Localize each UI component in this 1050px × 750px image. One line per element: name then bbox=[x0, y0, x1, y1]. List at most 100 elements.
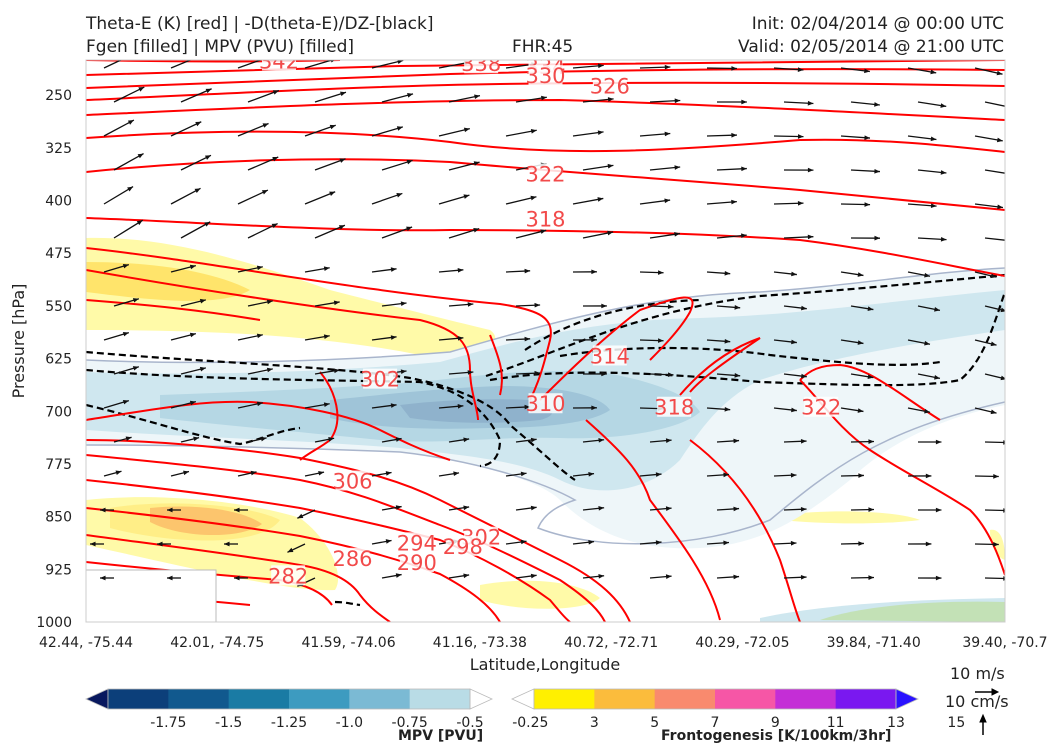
wind-vector-head bbox=[741, 233, 747, 238]
wind-vector-head bbox=[90, 541, 96, 547]
theta-e-contour bbox=[799, 363, 941, 421]
wind-vector-head bbox=[396, 193, 403, 198]
wind-vector-head bbox=[534, 370, 541, 376]
wind-vector-head bbox=[193, 436, 200, 442]
wind-vector-head bbox=[127, 186, 134, 192]
wind-vector-head bbox=[122, 399, 129, 405]
wind-vector-head bbox=[125, 436, 132, 441]
wind-vector-head bbox=[801, 373, 807, 379]
wind-vector-head bbox=[463, 194, 470, 199]
wind-vector-head bbox=[868, 507, 874, 512]
wind-vector-head bbox=[591, 269, 597, 275]
wind-vector-head bbox=[731, 132, 737, 138]
wind-vector-head bbox=[733, 574, 740, 580]
fgen-fill-surface-green bbox=[820, 601, 1005, 622]
theta-e-contour bbox=[86, 158, 1005, 211]
wind-vector-head bbox=[1000, 307, 1005, 313]
y-tick-label: 775 bbox=[45, 457, 72, 473]
wind-vector-head bbox=[333, 368, 340, 374]
wind-vector-head bbox=[330, 60, 335, 63]
wind-vector-head bbox=[597, 197, 604, 202]
wind-vector-head bbox=[864, 68, 870, 74]
wind-vector-head bbox=[530, 128, 537, 134]
theta-e-label-bg bbox=[399, 532, 434, 553]
wind-vector-head bbox=[807, 100, 814, 106]
wind-vector bbox=[113, 86, 145, 103]
wind-vector bbox=[170, 121, 202, 137]
wind-vector-head bbox=[598, 63, 604, 69]
wind-vector-head bbox=[797, 67, 804, 72]
theta-e-contour bbox=[86, 60, 1005, 76]
wind-vector-head bbox=[122, 331, 129, 337]
wind-vector-head bbox=[453, 471, 460, 477]
wind-vector-head bbox=[520, 471, 527, 477]
wind-vector-head bbox=[864, 202, 871, 207]
theta-e-contour bbox=[86, 68, 1005, 89]
wind-vector-head bbox=[474, 94, 480, 100]
wind-vector-head bbox=[867, 374, 874, 380]
wind-vector-head bbox=[530, 573, 537, 579]
wind-vector bbox=[984, 237, 1005, 241]
dthetae-dz-contour bbox=[485, 273, 1005, 378]
wind-vector-head bbox=[473, 228, 480, 233]
wind-vector-head bbox=[940, 170, 947, 175]
init-time: Init: 02/04/2014 @ 00:00 UTC bbox=[751, 14, 1004, 34]
colorbar-tick-label: 13 bbox=[887, 715, 905, 731]
wind-vector-head bbox=[1003, 576, 1005, 581]
theta-e-label: 318 bbox=[525, 207, 565, 231]
theta-e-contour bbox=[86, 439, 631, 622]
wind-vector-head bbox=[297, 513, 304, 519]
wind-vector-head bbox=[925, 541, 932, 547]
wind-vector-head bbox=[400, 301, 407, 306]
theta-e-label-bg bbox=[445, 535, 480, 556]
wind-vector-head bbox=[137, 153, 144, 159]
wind-vector-head bbox=[807, 234, 814, 240]
wind-vector bbox=[170, 187, 201, 205]
wind-vector-head bbox=[940, 103, 947, 108]
wind-vector-head bbox=[664, 131, 671, 137]
theta-e-label: 342 bbox=[259, 49, 299, 73]
theta-e-label: 314 bbox=[590, 344, 630, 368]
x-axis-label: Latitude,Longitude bbox=[470, 655, 621, 674]
wind-vector-head bbox=[665, 574, 672, 579]
wind-vector-head bbox=[406, 226, 413, 232]
wind-vector-head bbox=[807, 167, 814, 173]
wind-vector-head bbox=[195, 121, 202, 127]
wind-vector-head bbox=[463, 573, 470, 579]
wind-vector-head bbox=[993, 474, 999, 479]
colorbar-tick-label: 11 bbox=[827, 715, 845, 731]
wind-vector-head bbox=[934, 375, 940, 380]
wind-vector-head bbox=[224, 541, 230, 547]
y-tick-label: 550 bbox=[45, 299, 72, 315]
wind-vector-head bbox=[874, 235, 881, 241]
y-tick-label: 850 bbox=[45, 510, 72, 526]
wind-vector-head bbox=[934, 307, 940, 312]
wind-vector-head bbox=[256, 401, 263, 407]
theta-e-label: 298 bbox=[443, 535, 483, 559]
wind-vector-head bbox=[396, 126, 403, 131]
y-axis-label: Pressure [hPa] bbox=[9, 284, 28, 399]
colorbar-swatch bbox=[594, 689, 656, 709]
dthetae-dz-contour bbox=[524, 298, 701, 351]
wind-vector bbox=[984, 101, 1005, 107]
wind-vector-head bbox=[800, 506, 807, 512]
colorbar-swatch bbox=[108, 689, 169, 709]
theta-e-label: 326 bbox=[590, 75, 630, 99]
wind-vector-head bbox=[667, 372, 674, 378]
wind-vector-head bbox=[390, 335, 397, 340]
colorbar-swatch bbox=[228, 689, 290, 709]
wind-vector-head bbox=[271, 223, 278, 229]
wind-vector bbox=[103, 60, 123, 69]
wind-vectors bbox=[90, 60, 1005, 587]
wind-vector-head bbox=[791, 339, 797, 345]
theta-e-label-bg bbox=[592, 75, 627, 96]
colorbar-swatch bbox=[409, 689, 471, 709]
wind-vector-head bbox=[194, 188, 201, 193]
mpv-colorbar-title: MPV [PVU] bbox=[398, 728, 484, 744]
theta-e-label-bg bbox=[592, 345, 627, 366]
wind-vector-head bbox=[167, 507, 173, 513]
wind-vector-head bbox=[333, 300, 340, 306]
wind-vector-head bbox=[930, 203, 937, 209]
wind-vector-head bbox=[250, 470, 257, 476]
wind-vector-head bbox=[390, 403, 397, 408]
